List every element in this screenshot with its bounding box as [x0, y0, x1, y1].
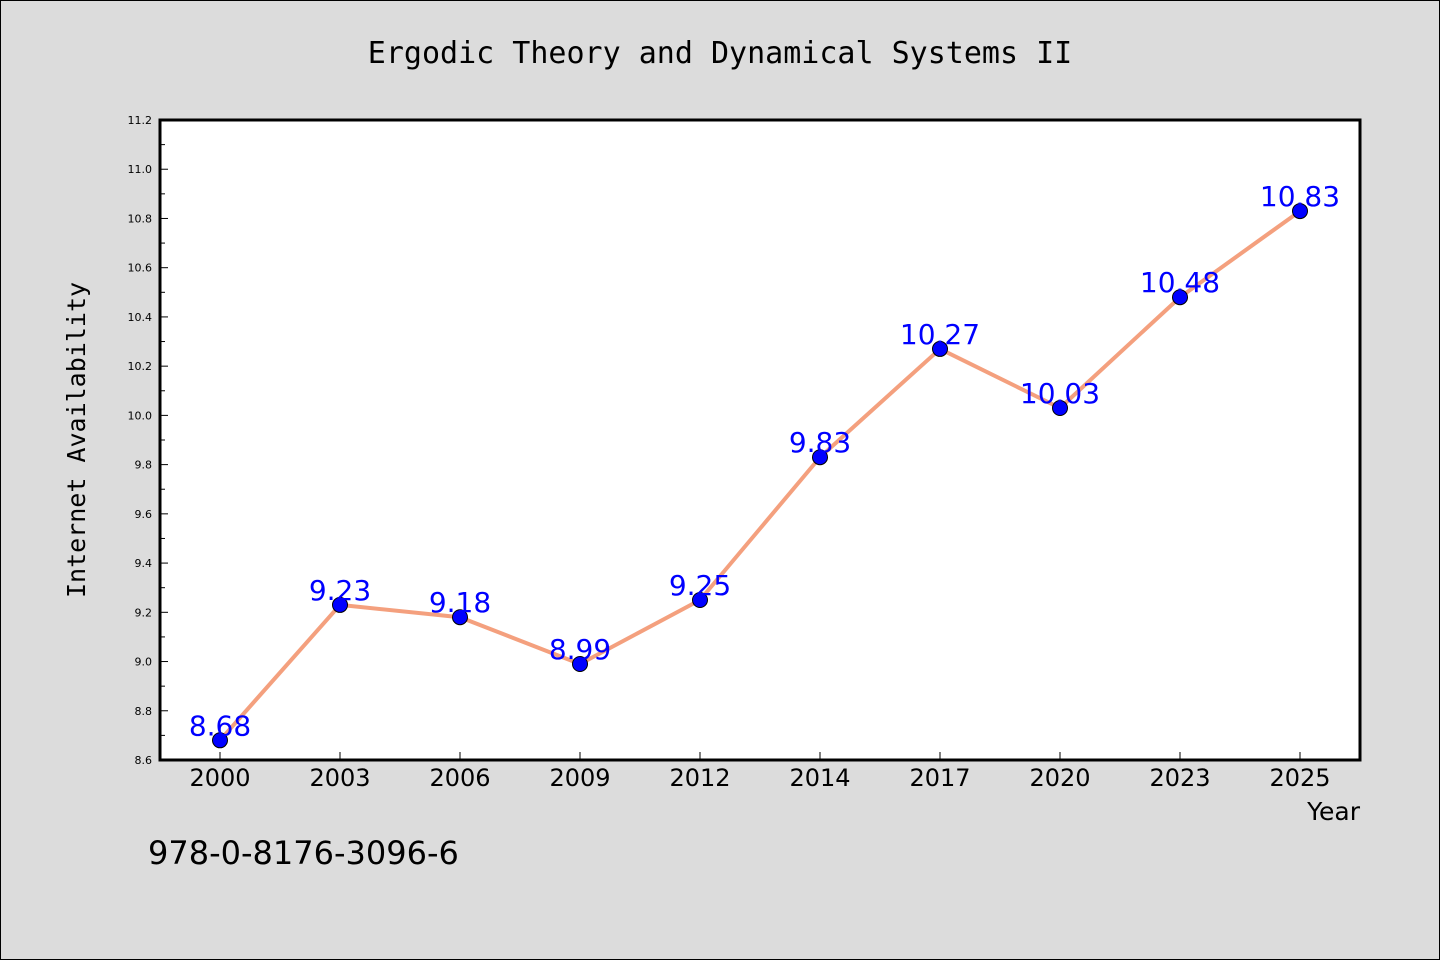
data-point	[1292, 203, 1308, 220]
x-tick-label: 2023	[1149, 764, 1210, 792]
data-label: 8.68	[189, 709, 251, 742]
x-tick-label: 2017	[909, 764, 970, 792]
y-tick-label: 9.0	[135, 656, 153, 669]
x-tick-label: 2006	[429, 764, 490, 792]
y-tick-label: 10.2	[128, 360, 153, 373]
data-point	[212, 732, 228, 749]
y-tick-label: 9.4	[135, 557, 153, 570]
y-tick-label: 9.2	[135, 606, 153, 619]
y-tick-label: 10.6	[128, 262, 153, 275]
data-point	[932, 340, 948, 357]
series-line	[218, 209, 1302, 742]
x-tick-label: 2000	[189, 764, 250, 792]
data-label: 10.27	[900, 318, 980, 351]
data-label: 10.48	[1140, 266, 1220, 299]
data-label: 9.25	[669, 569, 731, 602]
data-point	[1052, 400, 1068, 416]
y-tick-label: 9.6	[135, 508, 153, 521]
y-tick-label: 10.8	[128, 212, 153, 225]
x-axis: 2000 2003 2006 2009 2012 2014 2017 2020 2023 2025	[189, 752, 1331, 792]
data-point	[1172, 289, 1188, 306]
y-tick-label: 8.8	[135, 705, 153, 718]
data-point	[572, 656, 588, 672]
y-tick-label: 11.2	[128, 114, 153, 127]
data-label: 9.23	[309, 574, 371, 607]
x-axis-label: Year	[1306, 797, 1361, 826]
data-label: 10.03	[1020, 377, 1100, 410]
data-point	[332, 596, 348, 613]
data-label: 8.99	[549, 633, 611, 666]
y-tick-label: 10.0	[128, 409, 153, 422]
plot-area	[160, 120, 1360, 760]
x-tick-label: 2020	[1029, 764, 1090, 792]
x-tick-label: 2025	[1269, 764, 1330, 792]
y-tick-label: 8.6	[135, 754, 153, 767]
data-label: 9.18	[429, 586, 491, 619]
y-tick-label: 10.4	[128, 311, 153, 324]
x-tick-label: 2014	[789, 764, 850, 792]
data-point	[812, 449, 828, 466]
data-point	[692, 592, 708, 608]
series-layer: 8.68 9.23 9.18 8.99 9.25 9.83 10.27 10.03 10.48 1…	[189, 180, 1340, 749]
x-tick-label: 2009	[549, 764, 610, 792]
y-tick-label: 9.8	[135, 459, 153, 472]
y-tick-label: 11.0	[128, 163, 153, 176]
x-tick-label: 2012	[669, 764, 730, 792]
y-axis-label: Internet Availability	[62, 282, 91, 598]
data-point	[452, 609, 468, 626]
chart-title: Ergodic Theory and Dynamical Systems II	[368, 36, 1072, 71]
x-tick-label: 2003	[309, 764, 370, 792]
data-label: 10.83	[1260, 180, 1340, 213]
isbn-text: 978-0-8176-3096-6	[148, 834, 459, 872]
plot-frame	[158, 118, 1362, 762]
data-label: 9.83	[789, 426, 851, 459]
